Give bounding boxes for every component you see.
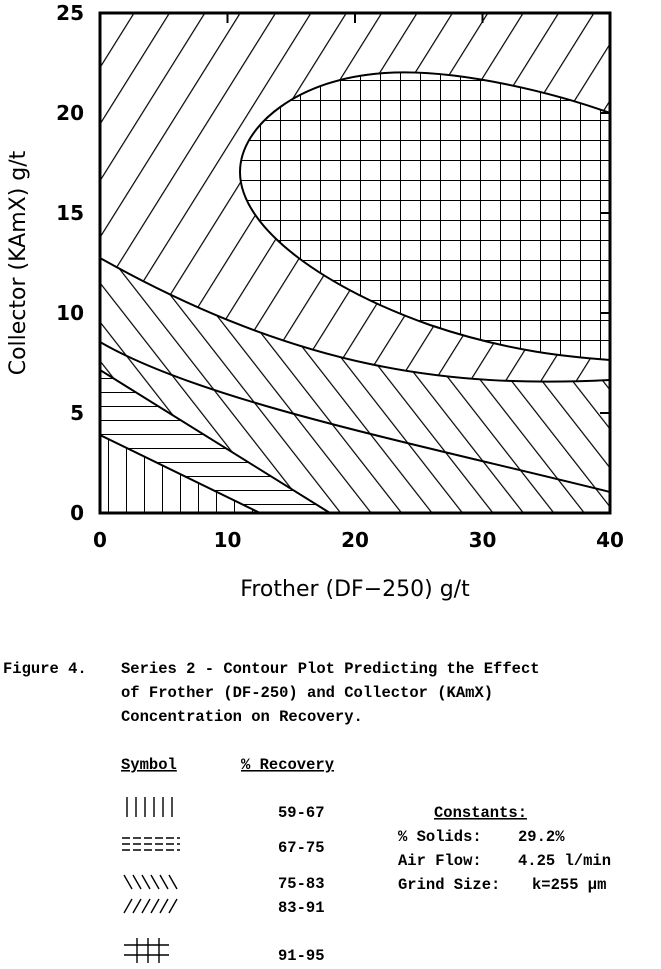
y-tick-label: 0 [70,501,84,525]
region-59-67 [100,433,261,513]
constant-label: Air Flow: [398,852,482,870]
constant-label: Grind Size: [398,876,500,894]
legend-symbol [123,874,178,890]
legend-range: 59-67 [278,804,325,822]
constants-title: Constants: [434,804,527,822]
contour-regions [100,13,610,513]
y-tick-label: 15 [56,201,84,225]
constant-value: 29.2% [518,828,565,846]
constant-label: % Solids: [398,828,482,846]
x-tick-label: 40 [596,528,624,552]
x-tick-label: 30 [469,528,497,552]
x-tick-label: 10 [214,528,242,552]
region-91-95 [238,71,610,362]
y-axis-label: Collector (KAmX) g/t [6,150,31,375]
legend-symbol [123,898,178,914]
contour-line [100,341,610,493]
caption-line: of Frother (DF-250) and Collector (KAmX) [121,684,493,702]
legend-symbol [122,837,180,851]
caption-label: Figure 4. [3,660,87,678]
legend-range: 91-95 [278,947,325,965]
y-tick-label: 25 [56,1,84,25]
legend-range: 83-91 [278,899,325,917]
x-axis-label: Frother (DF−250) g/t [240,577,470,602]
caption-line: Concentration on Recovery. [121,708,363,726]
legend-header: Symbol [121,756,177,774]
legend-range: 75-83 [278,875,325,893]
legend-symbol [124,938,169,963]
legend-range: 67-75 [278,839,325,857]
constant-value: k=255 µm [532,876,606,894]
constant-value: 4.25 l/min [518,852,611,870]
y-tick-label: 20 [56,101,84,125]
legend-symbol [126,797,173,817]
legend-header: % Recovery [241,756,334,774]
caption-line: Series 2 - Contour Plot Predicting the E… [121,660,540,678]
x-tick-label: 20 [341,528,369,552]
x-tick-label: 0 [93,528,107,552]
y-tick-label: 5 [70,401,84,425]
y-tick-label: 10 [56,301,84,325]
